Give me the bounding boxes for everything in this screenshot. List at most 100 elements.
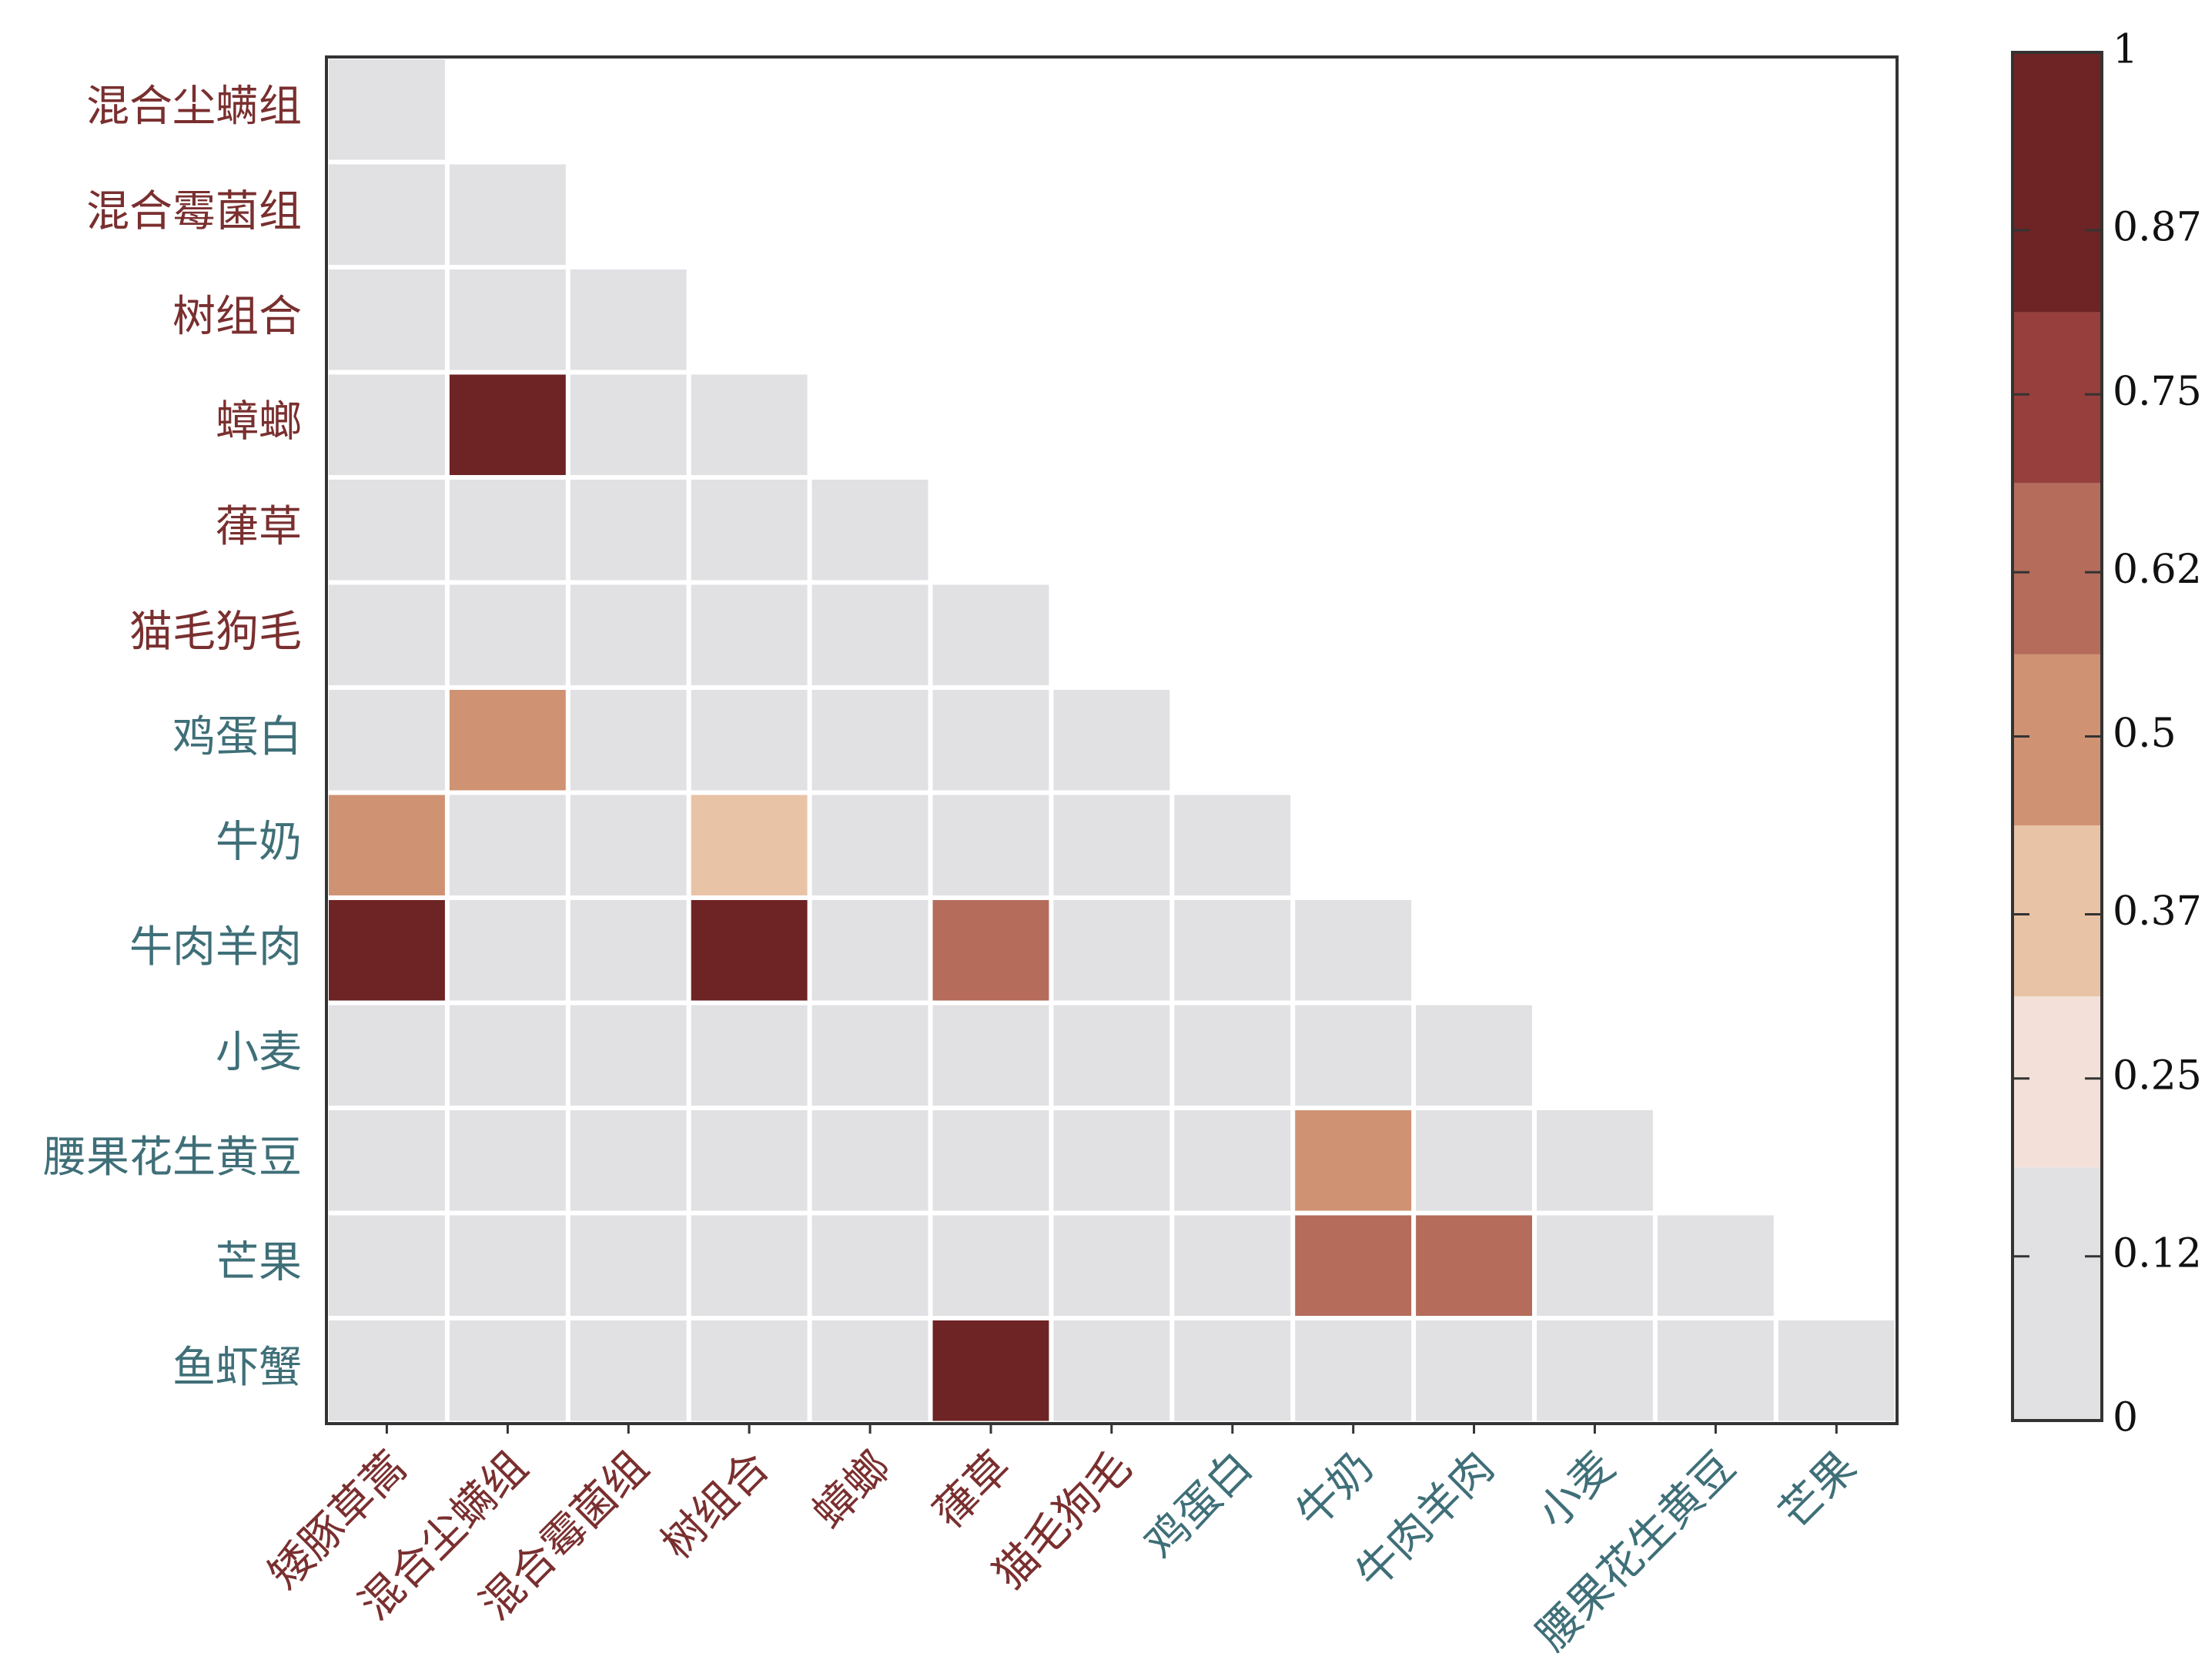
heatmap-cell-3-0 bbox=[329, 374, 445, 475]
heatmap-cell-11-0 bbox=[329, 1215, 445, 1316]
heatmap-cell-12-12 bbox=[1778, 1320, 1895, 1421]
heatmap-cell-12-11 bbox=[1657, 1320, 1774, 1421]
colorbar-band-0 bbox=[2013, 1167, 2102, 1421]
heatmap-cell-7-5 bbox=[932, 795, 1049, 895]
heatmap-cell-3-2 bbox=[570, 374, 687, 475]
heatmap-cell-11-5 bbox=[932, 1215, 1049, 1316]
colorbar-tick-label-5: 0.62 bbox=[2113, 547, 2202, 593]
heatmap-cell-6-2 bbox=[570, 690, 687, 791]
heatmap-cell-6-6 bbox=[1053, 690, 1170, 791]
colorbar-band-5 bbox=[2013, 312, 2102, 484]
heatmap-cell-6-0 bbox=[329, 690, 445, 791]
heatmap-cell-9-5 bbox=[932, 1005, 1049, 1106]
heatmap-cell-12-9 bbox=[1416, 1320, 1532, 1421]
heatmap-cell-10-2 bbox=[570, 1110, 687, 1211]
heatmap-cell-5-1 bbox=[449, 584, 566, 685]
row-label-5: 猫毛狗毛 bbox=[129, 607, 302, 657]
heatmap-cell-4-0 bbox=[329, 480, 445, 581]
heatmap-cell-12-6 bbox=[1053, 1320, 1170, 1421]
heatmap-cell-11-7 bbox=[1174, 1215, 1291, 1316]
heatmap-cell-11-8 bbox=[1295, 1215, 1412, 1316]
heatmap-cell-4-1 bbox=[449, 480, 566, 581]
heatmap-cell-12-4 bbox=[811, 1320, 929, 1421]
heatmap-cell-8-8 bbox=[1295, 900, 1412, 1001]
colorbar-tick-label-0: 0 bbox=[2113, 1395, 2138, 1441]
heatmap-cell-8-5 bbox=[932, 900, 1049, 1001]
heatmap-cell-3-3 bbox=[691, 374, 808, 475]
colorbar-tick-label-4: 0.5 bbox=[2113, 711, 2177, 757]
colorbar-tick-label-1: 0.12 bbox=[2113, 1230, 2202, 1277]
heatmap-cell-7-2 bbox=[570, 795, 687, 895]
col-label-8: 牛奶 bbox=[1287, 1442, 1383, 1538]
heatmap-cell-5-2 bbox=[570, 584, 687, 685]
heatmap-cell-6-3 bbox=[691, 690, 808, 791]
colorbar-tick-label-7: 0.87 bbox=[2113, 205, 2202, 251]
col-label-12: 芒果 bbox=[1770, 1442, 1866, 1538]
row-label-0: 混合尘螨组 bbox=[86, 82, 302, 132]
heatmap-cell-3-1 bbox=[449, 374, 566, 475]
row-label-9: 小麦 bbox=[216, 1027, 302, 1077]
heatmap-cell-7-4 bbox=[811, 795, 929, 895]
heatmap-cell-9-0 bbox=[329, 1005, 445, 1106]
row-label-1: 混合霉菌组 bbox=[86, 186, 302, 236]
heatmap-cell-10-6 bbox=[1053, 1110, 1170, 1211]
heatmap-cell-5-5 bbox=[932, 584, 1049, 685]
heatmap-cell-4-4 bbox=[811, 480, 929, 581]
heatmap-cell-11-6 bbox=[1053, 1215, 1170, 1316]
heatmap-cell-12-0 bbox=[329, 1320, 445, 1421]
heatmap-cell-6-1 bbox=[449, 690, 566, 791]
row-label-12: 鱼虾蟹 bbox=[172, 1343, 302, 1393]
heatmap-cell-5-4 bbox=[811, 584, 929, 685]
heatmap-cell-5-0 bbox=[329, 584, 445, 685]
heatmap-cell-7-1 bbox=[449, 795, 566, 895]
heatmap-cell-8-6 bbox=[1053, 900, 1170, 1001]
heatmap-cell-0-0 bbox=[329, 59, 445, 160]
col-label-5: 葎草 bbox=[925, 1442, 1021, 1538]
heatmap-cell-10-4 bbox=[811, 1110, 929, 1211]
heatmap-cell-10-5 bbox=[932, 1110, 1049, 1211]
heatmap-cell-10-8 bbox=[1295, 1110, 1412, 1211]
col-label-4: 蟑螂 bbox=[804, 1442, 900, 1538]
heatmap-cell-11-2 bbox=[570, 1215, 687, 1316]
heatmap-cell-8-4 bbox=[811, 900, 929, 1001]
heatmap-cell-2-2 bbox=[570, 269, 687, 370]
colorbar-tick-label-2: 0.25 bbox=[2113, 1053, 2202, 1099]
row-label-3: 蟑螂 bbox=[216, 397, 302, 447]
heatmap-cell-7-6 bbox=[1053, 795, 1170, 895]
heatmap-cell-9-1 bbox=[449, 1005, 566, 1106]
row-label-10: 腰果花生黄豆 bbox=[43, 1133, 302, 1183]
heatmap-cell-10-10 bbox=[1537, 1110, 1653, 1211]
heatmap-cell-11-4 bbox=[811, 1215, 929, 1316]
heatmap-cells bbox=[329, 59, 1895, 1421]
heatmap-cell-9-3 bbox=[691, 1005, 808, 1106]
heatmap-cell-2-1 bbox=[449, 269, 566, 370]
col-label-7: 鸡蛋白 bbox=[1136, 1442, 1263, 1569]
heatmap-cell-11-3 bbox=[691, 1215, 808, 1316]
heatmap-cell-12-8 bbox=[1295, 1320, 1412, 1421]
colorbar-band-4 bbox=[2013, 483, 2102, 654]
heatmap-cell-4-3 bbox=[691, 480, 808, 581]
heatmap-cell-4-2 bbox=[570, 480, 687, 581]
heatmap-cell-12-3 bbox=[691, 1320, 808, 1421]
heatmap-cell-8-0 bbox=[329, 900, 445, 1001]
heatmap-cell-9-4 bbox=[811, 1005, 929, 1106]
heatmap-cell-1-0 bbox=[329, 164, 445, 265]
row-label-2: 树组合 bbox=[172, 292, 302, 342]
row-labels: 混合尘螨组混合霉菌组树组合蟑螂葎草猫毛狗毛鸡蛋白牛奶牛肉羊肉小麦腰果花生黄豆芒果… bbox=[43, 82, 302, 1393]
colorbar-band-6 bbox=[2013, 52, 2102, 313]
heatmap-cell-10-9 bbox=[1416, 1110, 1532, 1211]
colorbar-tick-label-8: 1 bbox=[2113, 27, 2138, 73]
heatmap-cell-7-0 bbox=[329, 795, 445, 895]
row-label-6: 鸡蛋白 bbox=[172, 712, 302, 762]
heatmap-cell-8-7 bbox=[1174, 900, 1291, 1001]
heatmap-cell-9-2 bbox=[570, 1005, 687, 1106]
colorbar: 0 0.12 0.25 0.37 0.5 0.62 0.75 0.87 1 bbox=[2011, 27, 2202, 1441]
heatmap-cell-2-0 bbox=[329, 269, 445, 370]
heatmap-cell-10-3 bbox=[691, 1110, 808, 1211]
heatmap-cell-5-3 bbox=[691, 584, 808, 685]
colorbar-band-3 bbox=[2013, 654, 2102, 825]
col-label-3: 树组合 bbox=[652, 1442, 779, 1569]
heatmap-cell-10-7 bbox=[1174, 1110, 1291, 1211]
